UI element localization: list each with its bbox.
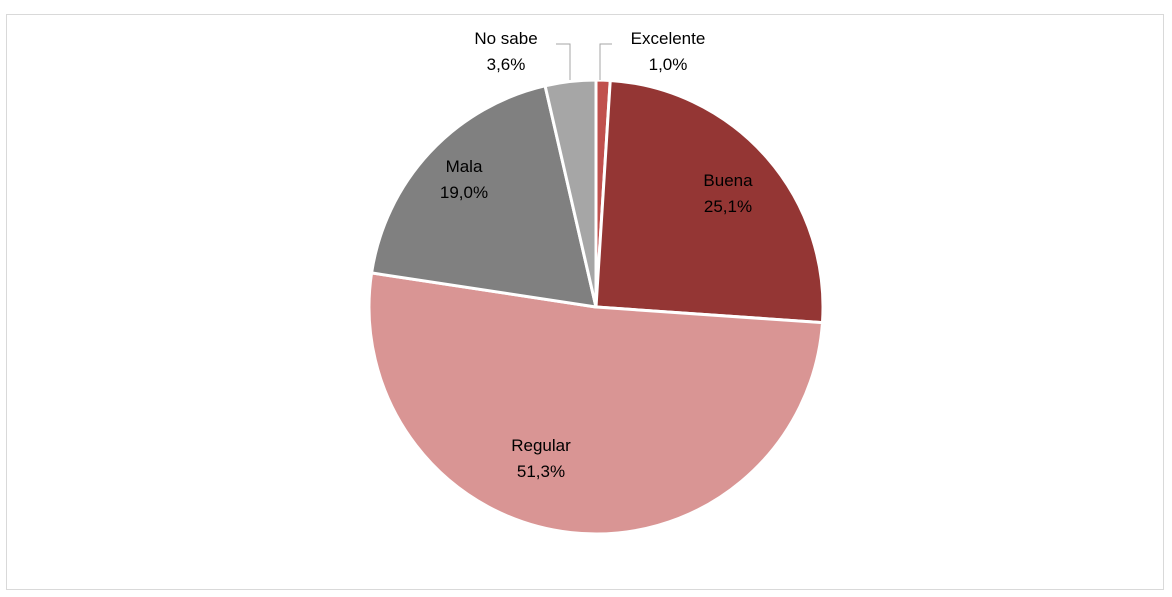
- leader-line-no-sabe: [556, 43, 571, 80]
- slice-label-regular: Regular 51,3%: [511, 436, 571, 481]
- slice-category-label: Regular: [511, 436, 571, 455]
- slice-value-label: 25,1%: [704, 197, 752, 216]
- slice-category-label: Excelente: [631, 29, 706, 48]
- leader-lines: [556, 43, 612, 80]
- slice-value-label: 19,0%: [440, 183, 488, 202]
- slice-value-label: 51,3%: [517, 462, 565, 481]
- slice-labels: Excelente 1,0% Buena 25,1% Regular 51,3% Mala 1…: [440, 29, 753, 481]
- leader-line-excelente: [599, 43, 612, 80]
- slice-label-buena: Buena 25,1%: [703, 171, 753, 216]
- slice-label-mala: Mala 19,0%: [440, 157, 488, 202]
- pie-slice-no-sabe: [543, 78, 598, 309]
- slice-label-excelente: Excelente 1,0%: [631, 29, 706, 74]
- slice-value-label: 3,6%: [487, 55, 526, 74]
- pie-slice-buena: [594, 78, 825, 325]
- slice-category-label: Mala: [446, 157, 483, 176]
- slice-label-no-sabe: No sabe 3,6%: [474, 29, 537, 74]
- pie-slice-regular: [367, 271, 824, 536]
- pie-slice-mala: [370, 84, 598, 309]
- slice-value-label: 1,0%: [649, 55, 688, 74]
- slice-category-label: No sabe: [474, 29, 537, 48]
- slice-category-label: Buena: [703, 171, 753, 190]
- pie-slices: [367, 78, 825, 536]
